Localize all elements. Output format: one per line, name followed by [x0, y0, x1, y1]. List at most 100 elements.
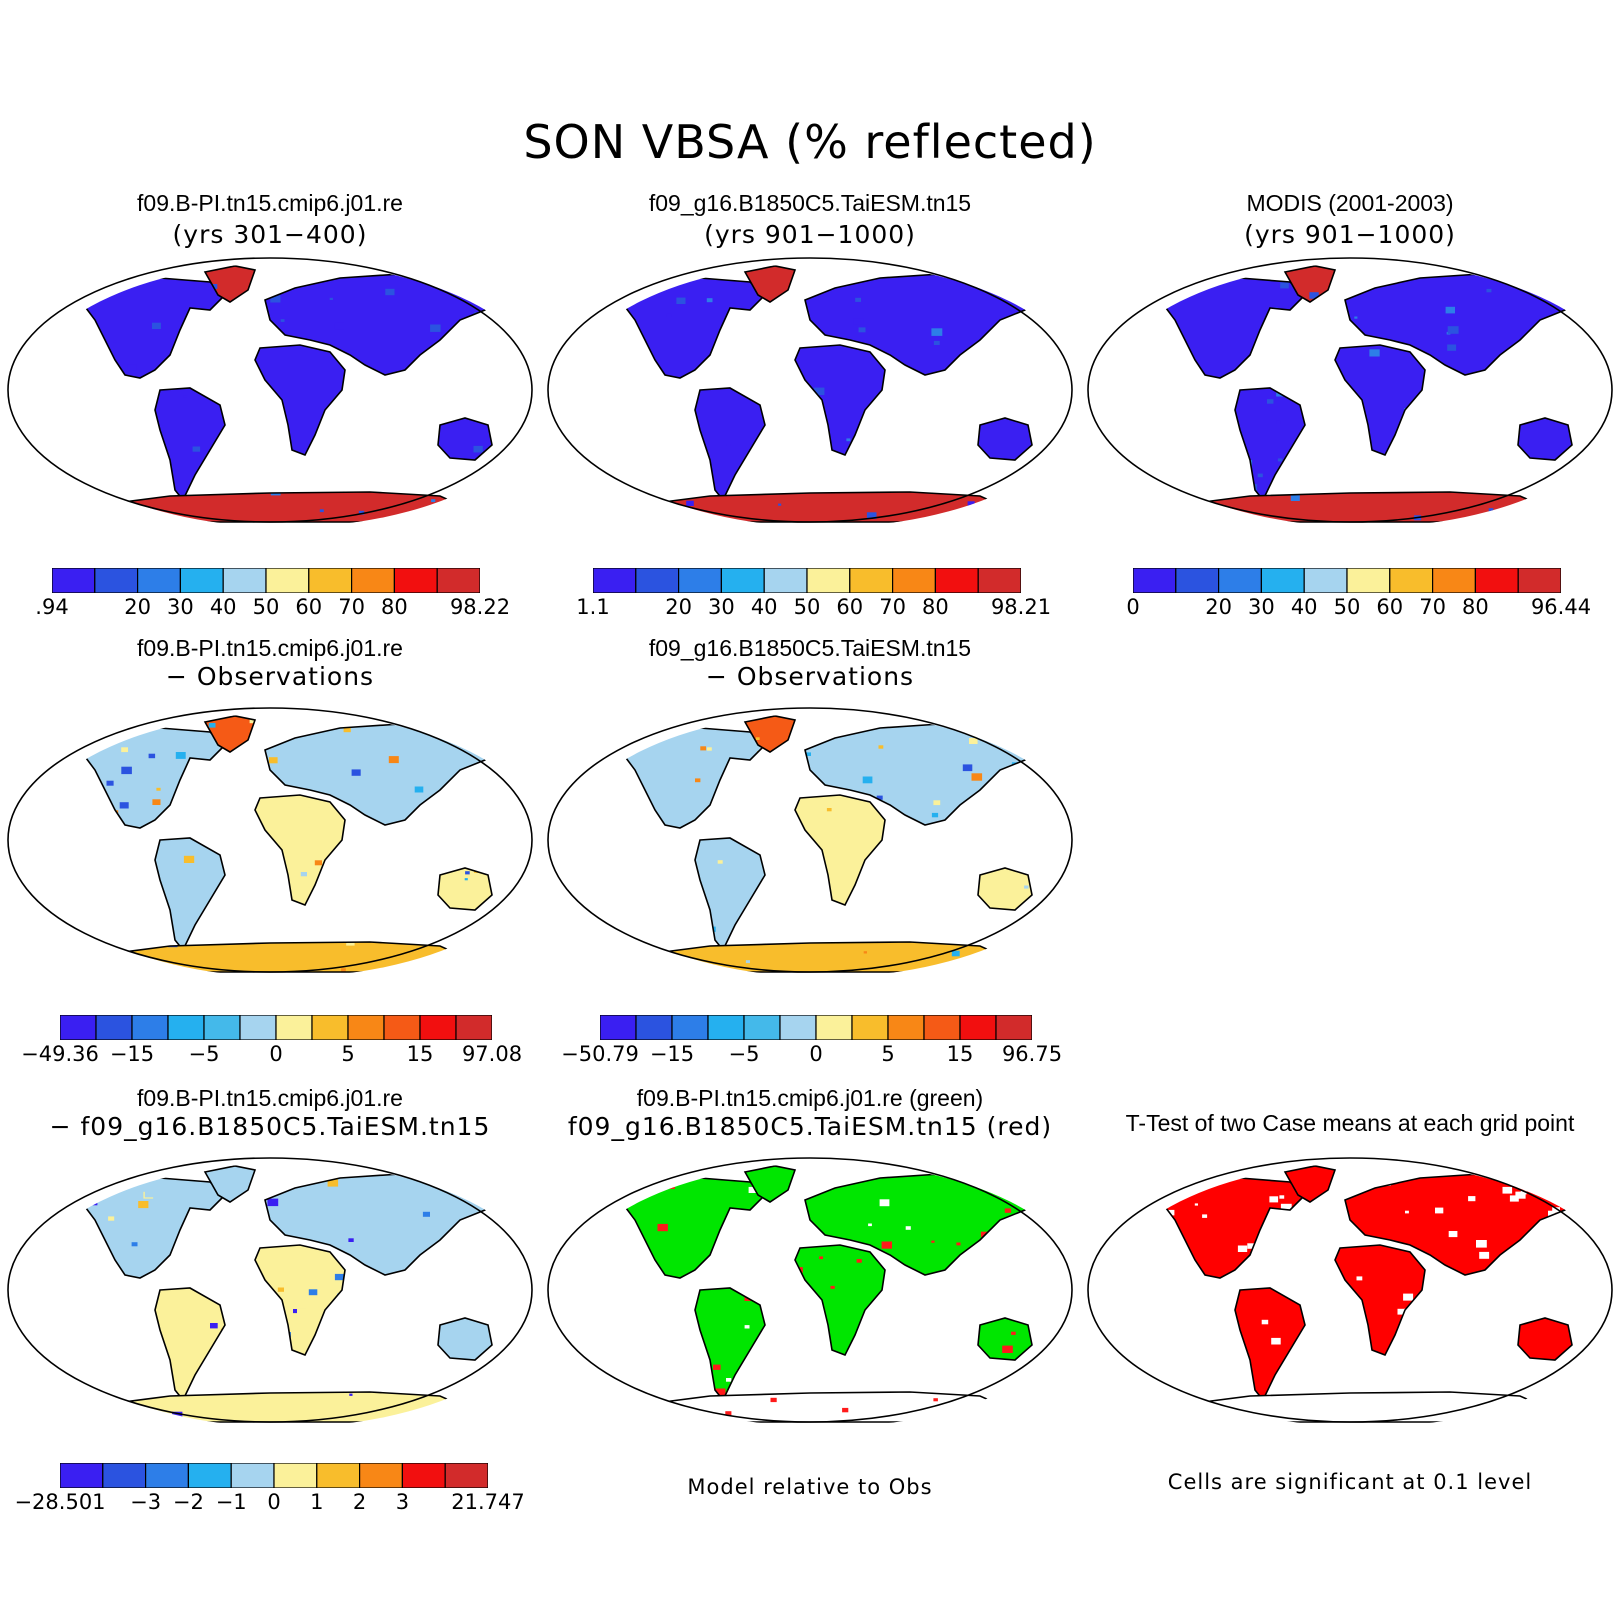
continent-africa [1335, 345, 1425, 455]
colorbar-label: 15 [946, 1042, 974, 1066]
continent-northAmerica [620, 1178, 765, 1278]
colorbar-box [230, 1463, 275, 1488]
colorbar-box [1432, 568, 1477, 593]
colorbar-label: 0 [267, 1490, 281, 1514]
continent-antarctica [640, 492, 1000, 522]
continent-africa [795, 345, 885, 455]
colorbar-label: 30 [1248, 595, 1275, 619]
colorbar-label: −5 [188, 1042, 220, 1066]
colorbar-label: 60 [295, 595, 323, 619]
colorbar-label: 70 [338, 595, 365, 619]
colorbar-box [265, 568, 310, 593]
continent-australia [978, 1318, 1032, 1360]
colorbar-box [707, 1015, 745, 1040]
colorbar-label: 97.08 [461, 1042, 523, 1066]
colorbar-label: −15 [109, 1042, 155, 1066]
colorbar-box [383, 1015, 421, 1040]
colorbar-box [995, 1015, 1032, 1040]
colorbar-label: −49.36 [21, 1042, 99, 1066]
map [7, 707, 533, 973]
continent-northAmerica [620, 728, 765, 828]
map-border [1087, 1157, 1613, 1423]
colorbar-box [720, 568, 765, 593]
panel-title-line1: f09_g16.B1850C5.TaiESM.tn15 [648, 635, 972, 661]
panel-title-line2: (yrs 901−1000) [704, 220, 916, 249]
colorbar-box [1133, 568, 1177, 593]
map-border [547, 1157, 1073, 1423]
colorbar-box [849, 568, 894, 593]
panel-case1-absolute: f09.B-PI.tn15.cmip6.j01.re (yrs 301−400) [0, 190, 540, 610]
colorbar-box [1474, 568, 1519, 593]
colorbar-box [131, 1015, 169, 1040]
continent-antarctica [1180, 1392, 1540, 1422]
colorbar-label: 60 [836, 595, 864, 619]
continent-antarctica [1180, 492, 1540, 522]
panel-title-line1: MODIS (2001-2003) [1246, 190, 1454, 216]
colorbar-box [393, 568, 438, 593]
colorbar-box [1303, 568, 1348, 593]
colorbar-box [959, 1015, 997, 1040]
colorbar-box [593, 568, 637, 593]
continent-antarctica [100, 942, 460, 972]
continent-africa [795, 1245, 885, 1355]
colorbar-label: 0 [809, 1042, 823, 1066]
colorbar-box [635, 568, 680, 593]
colorbar-label: 50 [1333, 595, 1361, 619]
map-border [547, 257, 1073, 523]
panel-title-line2: (yrs 901−1000) [1244, 220, 1456, 249]
colorbar-box [102, 1463, 147, 1488]
colorbar: −49.36 −15 −5 0 5 15 97.08 [21, 1015, 522, 1066]
panel-case2-absolute: f09_g16.B1850C5.TaiESM.tn15 (yrs 901−100… [540, 190, 1080, 610]
colorbar-label: 20 [1205, 595, 1232, 619]
colorbar-label: 20 [665, 595, 692, 619]
colorbar-box [1517, 568, 1561, 593]
colorbar-box [136, 568, 181, 593]
colorbar-box [60, 1015, 97, 1040]
panel-title-line2: − Observations [705, 662, 915, 691]
colorbar-box [401, 1463, 446, 1488]
colorbar-label: −2 [172, 1490, 204, 1514]
map [547, 257, 1073, 523]
colorbar-label: 40 [750, 595, 778, 619]
colorbar-box [806, 568, 851, 593]
colorbar-box [977, 568, 1021, 593]
continent-australia [1518, 418, 1572, 460]
colorbar-box [851, 1015, 889, 1040]
panel-t-test: T-Test of two Case means at each grid po… [1080, 1085, 1620, 1505]
colorbar-box [677, 568, 722, 593]
panel-title-line1: f09.B-PI.tn15.cmip6.j01.re [137, 1085, 403, 1111]
continent-northAmerica [1160, 1178, 1305, 1278]
colorbar-label: 80 [1462, 595, 1489, 619]
continent-antarctica [640, 1392, 1000, 1422]
colorbar-box [1217, 568, 1262, 593]
colorbar-box [144, 1463, 189, 1488]
continent-australia [438, 868, 492, 910]
map [1087, 257, 1613, 523]
colorbar-label: 15 [406, 1042, 434, 1066]
colorbar-label: −28.501 [14, 1490, 106, 1514]
map-border [1087, 257, 1613, 523]
panel-case2-minus-obs: f09_g16.B1850C5.TaiESM.tn15 − Observatio… [540, 635, 1080, 1055]
continent-europeAsia [265, 1174, 490, 1275]
colorbar-label: 80 [922, 595, 949, 619]
colorbar-box [1346, 568, 1391, 593]
colorbar-box [179, 568, 224, 593]
continent-australia [978, 418, 1032, 460]
colorbar-label: 5 [881, 1042, 895, 1066]
colorbar: −50.79 −15 −5 0 5 15 96.75 [561, 1015, 1062, 1066]
colorbar-box [1389, 568, 1434, 593]
colorbar: .94 20 30 40 50 60 70 80 98.22 [35, 568, 510, 619]
colorbar-box [273, 1463, 318, 1488]
continent-europeAsia [805, 274, 1030, 375]
panel-title-line2: (yrs 301−400) [172, 220, 368, 249]
colorbar-label: 3 [395, 1490, 410, 1514]
colorbar-box [203, 1015, 241, 1040]
colorbar-label: 0 [1126, 595, 1140, 619]
colorbar-label: 1 [310, 1490, 324, 1514]
colorbar-label: 30 [167, 595, 194, 619]
colorbar-box [239, 1015, 277, 1040]
map [547, 1157, 1073, 1423]
panel-title-line2: − f09_g16.B1850C5.TaiESM.tn15 [49, 1112, 491, 1141]
continent-africa [1335, 1245, 1425, 1355]
colorbar-box [95, 1015, 133, 1040]
